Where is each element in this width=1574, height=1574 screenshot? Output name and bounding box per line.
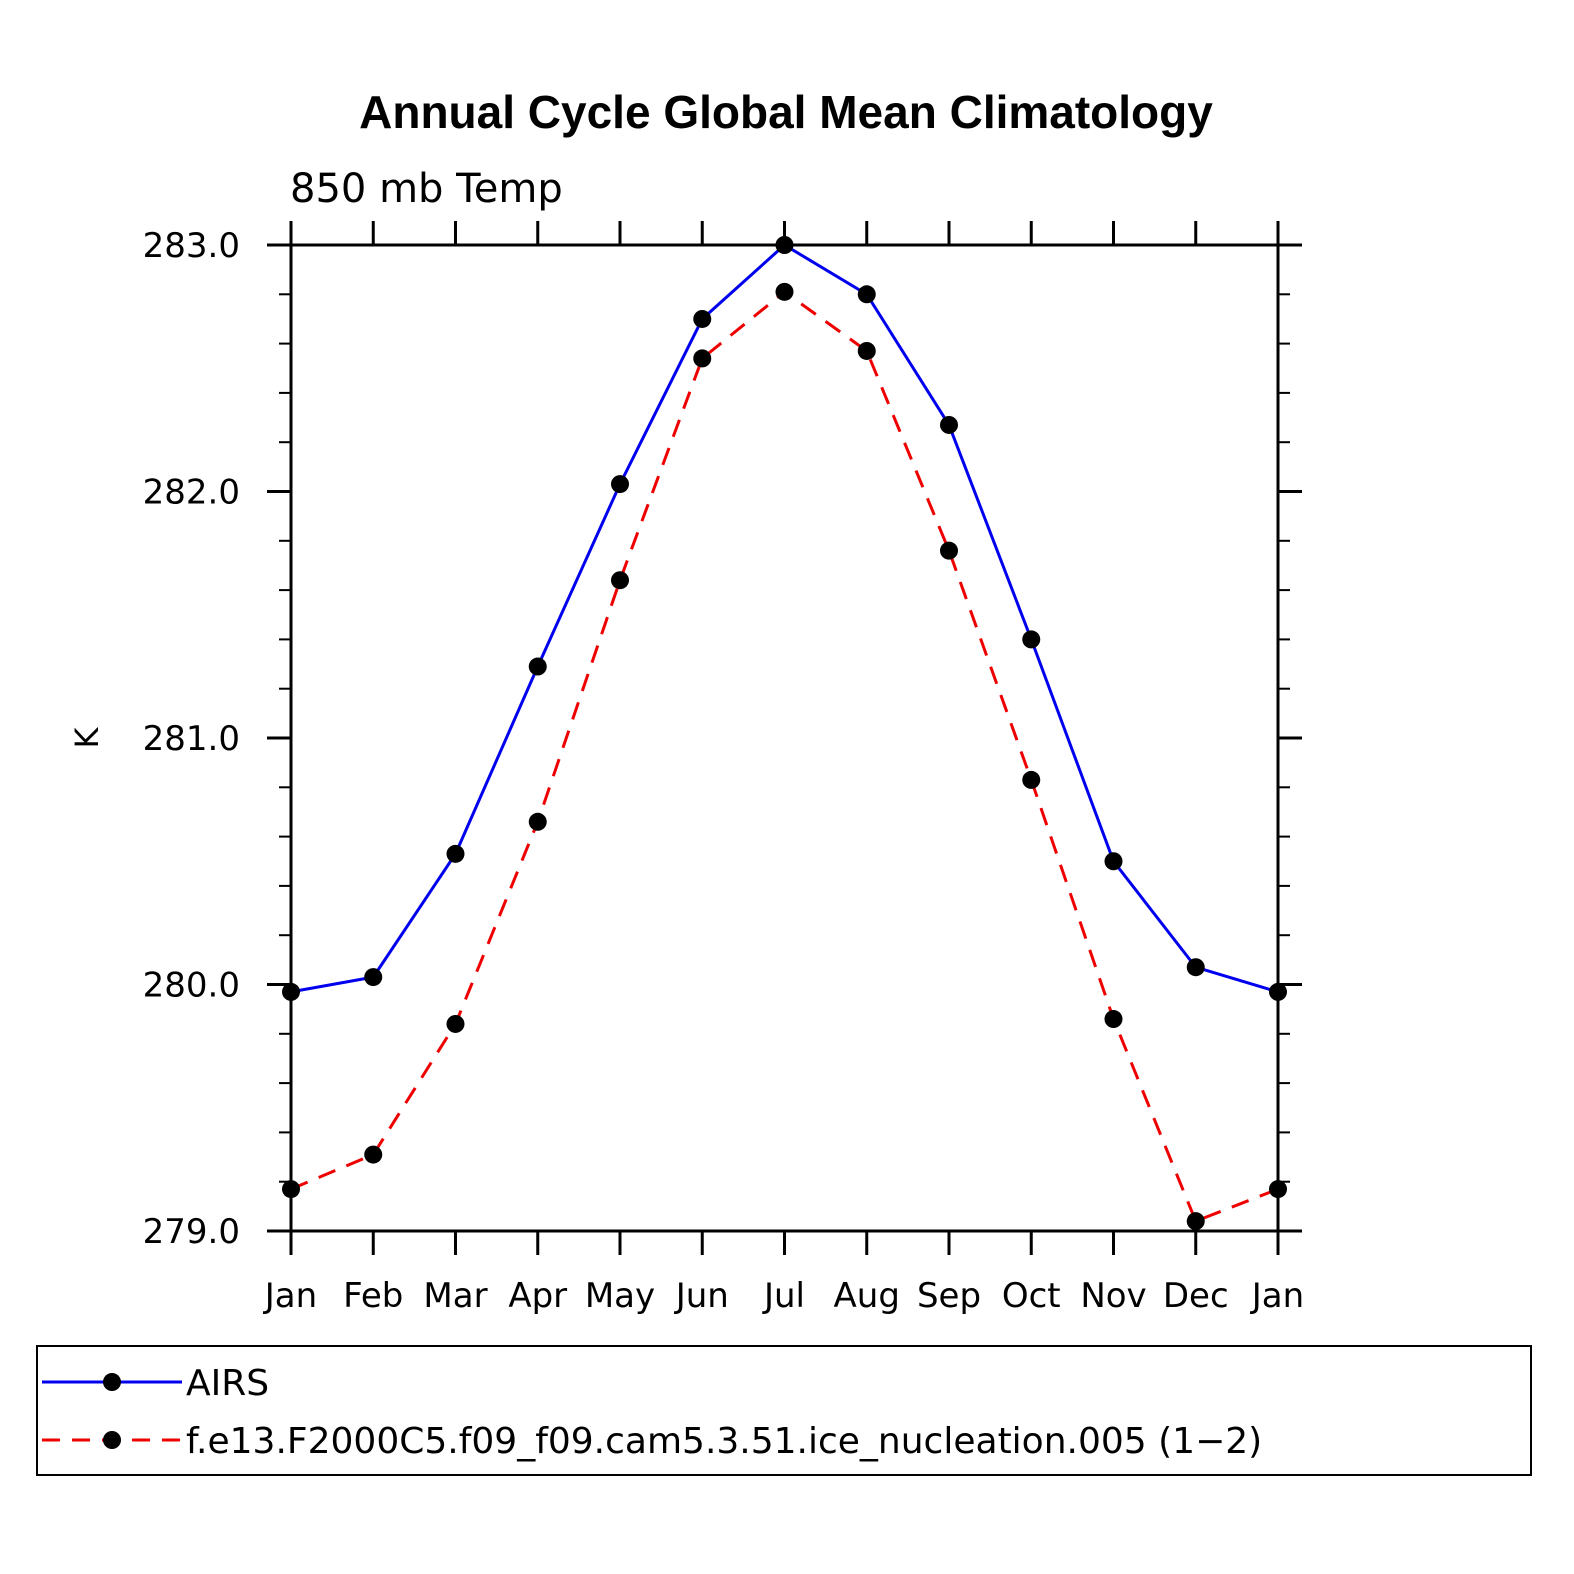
data-point-series-1 [857, 341, 876, 360]
x-tick-label: Nov [1080, 1276, 1146, 1316]
series-line-1 [290, 289, 1279, 1224]
y-tick-label: 279.0 [143, 1212, 240, 1252]
y-axis-label: K [68, 726, 106, 748]
data-point-series-1 [611, 571, 629, 590]
data-point-series-1 [528, 812, 547, 831]
data-point-series-0 [364, 968, 383, 987]
chart-title: Annual Cycle Global Mean Climatology [359, 86, 1213, 138]
legend: AIRS f.e13.F2000C5.f09_f09.cam5.3.51.ice_… [36, 1345, 1532, 1476]
series-line-0 [290, 243, 1279, 994]
x-tick-label: Apr [508, 1276, 567, 1316]
data-point-series-1 [775, 282, 794, 301]
data-point-series-0 [857, 285, 876, 304]
y-tick-label: 282.0 [143, 473, 240, 513]
legend-marker-1 [103, 1431, 121, 1449]
data-point-series-0 [693, 309, 712, 328]
legend-box [36, 1345, 1532, 1476]
data-point-series-1 [364, 1145, 383, 1164]
series-layer [282, 236, 1287, 1231]
x-tick-label: Dec [1163, 1276, 1229, 1316]
x-tick-label: Jul [762, 1276, 805, 1316]
legend-label-1: f.e13.F2000C5.f09_f09.cam5.3.51.ice_nucl… [186, 1421, 1262, 1462]
data-point-series-1 [940, 541, 958, 560]
data-point-series-0 [446, 844, 465, 863]
data-point-series-1 [1022, 770, 1041, 789]
data-point-series-1 [693, 349, 712, 368]
x-tick-label: Feb [343, 1276, 403, 1316]
y-tick-label: 283.0 [143, 226, 240, 266]
x-tick-label: Oct [1002, 1276, 1061, 1316]
data-point-series-0 [940, 415, 958, 434]
data-point-series-0 [528, 657, 547, 676]
x-tick-label: Jan [263, 1276, 317, 1316]
x-tick-label: Aug [834, 1276, 900, 1316]
legend-label-0: AIRS [186, 1363, 269, 1404]
legend-marker-0 [103, 1373, 121, 1391]
data-point-series-1 [1186, 1212, 1205, 1231]
data-point-series-0 [611, 475, 629, 494]
x-tick-label: May [585, 1276, 655, 1316]
plot-frame [289, 243, 1280, 1233]
data-point-series-0 [1022, 630, 1041, 649]
data-point-series-0 [1104, 852, 1123, 871]
y-tick-label: 281.0 [143, 719, 240, 759]
x-tick-labels: Jan Feb Mar Apr May Jun Jul Aug Sep Oct Nov Dec Jan [263, 1276, 1304, 1316]
data-point-series-1 [446, 1014, 465, 1033]
y-tick-label: 280.0 [143, 966, 240, 1006]
data-point-series-0 [1186, 958, 1205, 977]
x-tick-label: Jan [1250, 1276, 1304, 1316]
x-tick-label: Sep [917, 1276, 981, 1316]
data-point-series-1 [1104, 1010, 1123, 1029]
chart-subtitle: 850 mb Temp [290, 166, 563, 212]
x-tick-label: Jun [674, 1276, 729, 1316]
y-tick-labels: 279.0 280.0 281.0 282.0 283.0 [143, 226, 240, 1252]
x-tick-label: Mar [423, 1276, 487, 1316]
